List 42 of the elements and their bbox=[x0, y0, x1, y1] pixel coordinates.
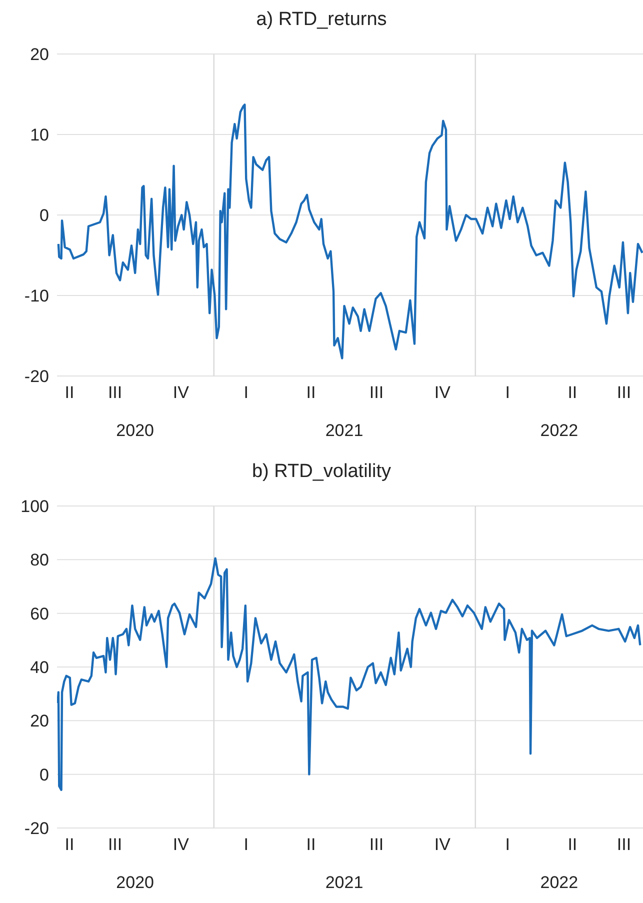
text: III bbox=[369, 835, 384, 854]
text: II bbox=[568, 835, 578, 854]
text: II bbox=[306, 835, 316, 854]
y-tick-label: 40 bbox=[30, 658, 49, 678]
text: IV bbox=[434, 383, 452, 402]
text: III bbox=[616, 383, 632, 402]
text: III bbox=[616, 835, 632, 854]
y-tick-label: 60 bbox=[30, 604, 49, 624]
y-tick-label: 100 bbox=[20, 497, 49, 516]
text: I bbox=[505, 835, 510, 854]
text: IV bbox=[172, 383, 190, 402]
line-series bbox=[57, 104, 643, 360]
y-tick-label: 0 bbox=[40, 206, 49, 226]
text: III bbox=[369, 383, 384, 402]
y-tick-label: 20 bbox=[30, 712, 49, 731]
y-tick-label: -20 bbox=[24, 367, 49, 386]
text: IV bbox=[172, 835, 190, 854]
y-tick-label: 10 bbox=[30, 126, 49, 145]
x-tick-label: 2022 bbox=[540, 873, 578, 892]
x-tick-label: 2020 bbox=[116, 421, 154, 440]
text: I bbox=[244, 835, 248, 854]
x-tick-label: 2022 bbox=[540, 421, 578, 440]
text: II bbox=[306, 383, 316, 402]
y-tick-label: -10 bbox=[24, 286, 49, 306]
y-tick-label: 0 bbox=[40, 765, 49, 784]
chart-title: a) RTD_returns bbox=[255, 8, 388, 32]
line-series bbox=[57, 557, 642, 791]
x-tick-label: 2021 bbox=[325, 873, 364, 892]
text: I bbox=[244, 383, 248, 402]
y-tick-label: 80 bbox=[30, 550, 49, 570]
y-tick-label: 20 bbox=[30, 45, 49, 64]
chart-title: b) RTD_volatility bbox=[250, 460, 392, 484]
text: III bbox=[108, 835, 122, 854]
x-tick-label: 2021 bbox=[325, 421, 364, 440]
x-tick-label: 2020 bbox=[116, 873, 154, 892]
y-tick-label: -20 bbox=[24, 819, 49, 838]
text: II bbox=[64, 383, 74, 402]
text: II bbox=[568, 383, 578, 402]
text: II bbox=[64, 835, 74, 854]
text: I bbox=[505, 383, 510, 402]
text: IV bbox=[434, 835, 452, 854]
text: III bbox=[108, 383, 122, 402]
